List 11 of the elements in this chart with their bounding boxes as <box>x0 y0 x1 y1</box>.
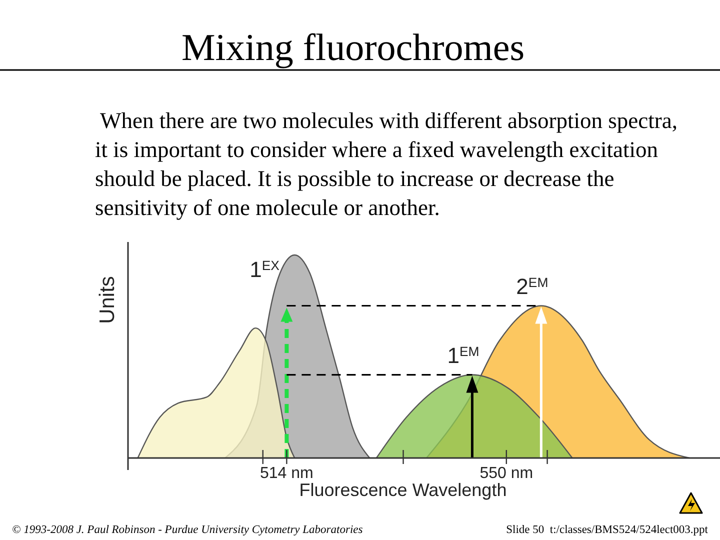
chart-subtitle: When there are two molecules with different absorption spectra, it is important to consider where a fixed wavelength excitation should be placed. It is possible to increase or decrease the sensitivity of one molecule or another. <box>95 107 678 222</box>
x-axis-title: Fluorescence Wavelength <box>299 480 507 500</box>
annotation: 2$^{EM}$ <box>516 274 548 299</box>
annotation: 1$^{EM}$ <box>447 342 480 368</box>
text: Slide 50 t:/classes/BMS524/524lect003.ppt <box>506 524 709 536</box>
x-tick-label: 550 nm <box>480 465 534 482</box>
x-tick-label: 514 nm <box>260 465 314 482</box>
annotation: 1$^{EX}$ <box>250 257 280 282</box>
text: © 1993-2008 J. Paul Robinson - Purdue University Cytometry Laboratories <box>12 524 364 536</box>
chart-title: Mixing fluorochromes <box>181 27 525 69</box>
y-axis-title: Units <box>96 276 119 324</box>
